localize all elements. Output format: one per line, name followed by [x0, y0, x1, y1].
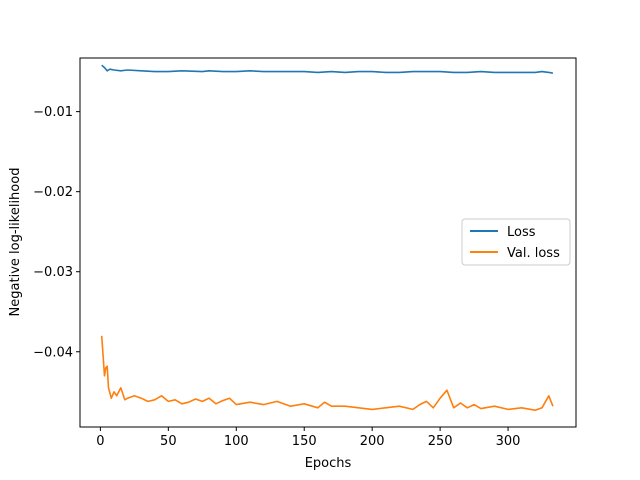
x-axis-label: Epochs [305, 456, 352, 471]
series-line-val-loss [100, 335, 554, 412]
y-tick-label: −0.01 [33, 105, 73, 120]
x-tick-label: 50 [160, 434, 177, 449]
y-axis-label: Negative log-likelihood [8, 168, 23, 317]
x-tick-label: 200 [360, 434, 385, 449]
x-tick-label: 250 [428, 434, 453, 449]
legend-label-loss: Loss [507, 225, 536, 240]
legend-label-val-loss: Val. loss [507, 246, 560, 261]
x-tick-label: 0 [96, 434, 104, 449]
series-line-loss [101, 64, 554, 74]
legend: Loss Val. loss [461, 218, 571, 266]
plot-frame [79, 57, 577, 428]
x-axis: 0 50 100 150 200 250 300 [96, 427, 520, 449]
y-tick-label: −0.03 [33, 265, 73, 280]
x-tick-label: 100 [224, 434, 249, 449]
y-tick-label: −0.02 [33, 185, 73, 200]
y-axis: −0.01 −0.02 −0.03 −0.04 [33, 105, 80, 360]
series-layer [100, 64, 554, 412]
x-tick-label: 150 [292, 434, 317, 449]
y-tick-label: −0.04 [33, 345, 73, 360]
x-tick-label: 300 [496, 434, 521, 449]
